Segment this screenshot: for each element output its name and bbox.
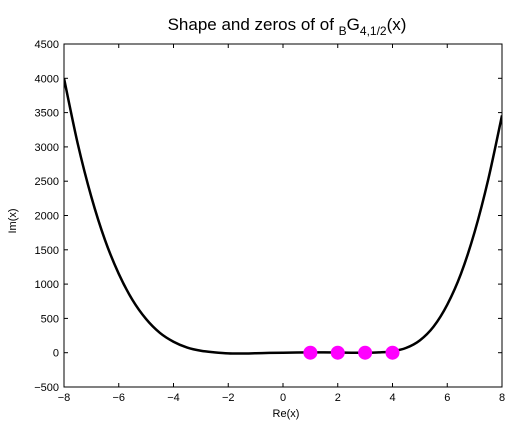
chart-title: Shape and zeros of of BG4,1/2(x): [168, 15, 407, 38]
x-tick-label: 8: [499, 392, 505, 404]
chart-title-sub2: 4,1/2: [360, 24, 387, 38]
y-tick-label: 0: [53, 348, 59, 360]
chart-title-sub1: B: [339, 24, 347, 38]
y-tick-label: 1000: [35, 279, 59, 291]
x-tick-label: −6: [112, 392, 125, 404]
plot-frame: [63, 43, 503, 388]
zero-marker: [303, 345, 318, 360]
x-tick-label: −8: [58, 392, 71, 404]
x-tick-label: 0: [280, 392, 286, 404]
y-tick-label: 4000: [35, 73, 59, 85]
x-tick-label: 4: [389, 392, 395, 404]
y-tick-label: 3000: [35, 142, 59, 154]
y-tick-label: 4500: [35, 39, 59, 51]
chart-title-base: G: [347, 15, 360, 34]
plot-area: −8 −6 −4 −2 0 2 4 6 8 −500 0 500 1000 1500 2000 2500 300…: [34, 39, 505, 404]
y-tick-label: 1500: [35, 245, 59, 257]
series-curve: [64, 78, 502, 355]
chart-title-suffix: (x): [387, 15, 407, 34]
x-tick-label: 2: [335, 392, 341, 404]
x-tick-label: −2: [222, 392, 235, 404]
y-tick-label: 500: [41, 313, 59, 325]
chart-title-prefix: Shape and zeros of of: [168, 15, 339, 34]
x-tick-label: 6: [444, 392, 450, 404]
y-axis-label: Im(x): [7, 208, 19, 233]
zero-marker: [358, 345, 373, 360]
y-tick-label: 2000: [35, 211, 59, 223]
x-axis-label: Re(x): [273, 408, 300, 420]
x-tick-label: −4: [167, 392, 180, 404]
zero-marker: [330, 345, 345, 360]
y-tick-label: 2500: [35, 176, 59, 188]
y-tick-label: 3500: [35, 108, 59, 120]
y-tick-label: −500: [34, 382, 59, 394]
zero-marker: [385, 345, 400, 360]
